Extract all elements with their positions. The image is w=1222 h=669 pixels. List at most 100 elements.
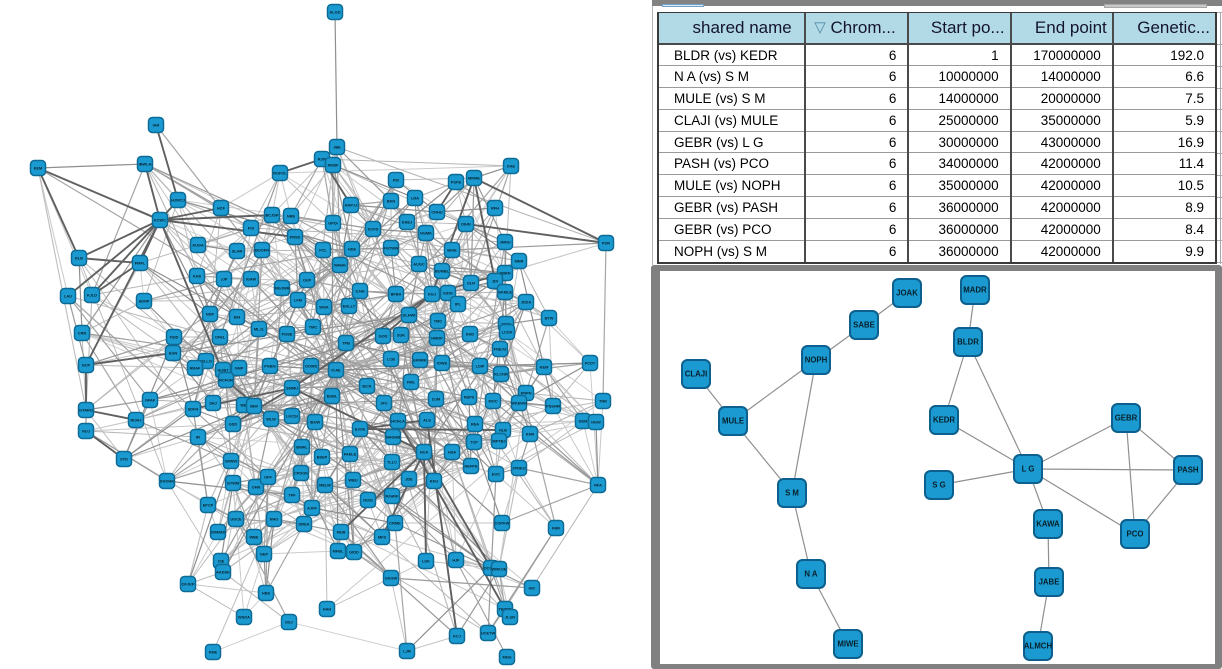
svg-text:WBU: WBU xyxy=(348,478,357,483)
svg-text:PGSE: PGSE xyxy=(282,332,293,337)
svg-text:ADNP: ADNP xyxy=(138,299,149,304)
svg-text:SABE: SABE xyxy=(853,321,875,330)
svg-text:PSSHM: PSSHM xyxy=(546,404,560,409)
svg-text:JPNKO: JPNKO xyxy=(512,466,525,471)
svg-text:MFBL: MFBL xyxy=(333,549,344,554)
svg-text:NOPH: NOPH xyxy=(805,356,828,365)
svg-text:MRME: MRME xyxy=(468,176,480,181)
svg-text:EPCP: EPCP xyxy=(203,503,214,508)
svg-text:RFA: RFA xyxy=(594,483,602,488)
svg-text:MGJWR: MGJWR xyxy=(275,286,290,291)
svg-text:STD: STD xyxy=(120,457,128,462)
svg-text:HCHLA: HCHLA xyxy=(391,419,405,424)
svg-text:LRA: LRA xyxy=(411,196,419,201)
svg-text:MOC: MOC xyxy=(488,399,497,404)
svg-text:OFF: OFF xyxy=(264,475,272,480)
svg-text:ALMCH: ALMCH xyxy=(1024,642,1053,651)
svg-text:JBE: JBE xyxy=(333,145,341,150)
svg-text:BFBA: BFBA xyxy=(391,292,402,297)
svg-text:MULE: MULE xyxy=(722,417,744,426)
svg-text:JDI: JDI xyxy=(492,279,498,284)
svg-text:PNPN: PNPN xyxy=(521,391,532,396)
svg-text:LKCSI: LKCSI xyxy=(286,414,298,419)
svg-text:HSA: HSA xyxy=(448,450,456,455)
svg-text:AUGA: AUGA xyxy=(192,243,204,248)
svg-text:TMC: TMC xyxy=(434,319,443,324)
svg-text:KJLD: KJLD xyxy=(87,293,97,298)
svg-text:DSJ: DSJ xyxy=(285,620,293,625)
svg-text:IEJBT: IEJBT xyxy=(217,368,229,373)
svg-text:GMP: GMP xyxy=(235,366,244,371)
svg-text:FNEJU: FNEJU xyxy=(494,347,507,352)
svg-text:RJHNF: RJHNF xyxy=(386,494,400,499)
svg-text:NSPS: NSPS xyxy=(464,395,475,400)
svg-text:RIJHJ: RIJHJ xyxy=(130,418,141,423)
svg-text:DEM: DEM xyxy=(579,419,588,424)
svg-text:FGTWW: FGTWW xyxy=(383,246,398,251)
svg-text:HGW: HGW xyxy=(591,420,601,425)
svg-text:N A: N A xyxy=(804,570,818,579)
svg-text:JFC: JFC xyxy=(380,401,388,406)
svg-text:ILNH: ILNH xyxy=(355,289,364,294)
svg-text:NEFPE: NEFPE xyxy=(465,464,478,469)
svg-text:BKN: BKN xyxy=(387,199,396,204)
svg-text:LJM: LJM xyxy=(403,649,411,654)
svg-text:BUOFR: BUOFR xyxy=(255,248,269,253)
svg-text:NKBF: NKBF xyxy=(328,163,339,168)
svg-text:NGMK: NGMK xyxy=(420,231,432,236)
svg-text:PMFL: PMFL xyxy=(135,261,146,266)
svg-text:EJOE: EJOE xyxy=(355,427,366,432)
svg-text:JABE: JABE xyxy=(1039,578,1060,587)
svg-text:IAR: IAR xyxy=(153,123,160,128)
svg-text:HDE: HDE xyxy=(348,247,357,252)
svg-text:HJF: HJF xyxy=(452,558,460,563)
svg-text:KCJ: KCJ xyxy=(453,634,461,639)
svg-text:JLUN: JLUN xyxy=(505,615,515,620)
svg-text:AUGC: AUGC xyxy=(413,262,425,267)
svg-text:BCJSP: BCJSP xyxy=(266,213,279,218)
svg-text:DCFD: DCFD xyxy=(368,227,379,232)
svg-text:ALS: ALS xyxy=(423,418,431,423)
svg-text:GIDD: GIDD xyxy=(349,550,359,555)
svg-text:PCDT: PCDT xyxy=(585,361,596,366)
svg-text:WIWW: WIWW xyxy=(225,459,237,464)
svg-text:NUJ: NUJ xyxy=(82,429,90,434)
svg-text:CPDOK: CPDOK xyxy=(294,471,308,476)
svg-text:SDFH: SDFH xyxy=(188,407,199,412)
svg-text:WRKOE: WRKOE xyxy=(492,567,507,572)
svg-text:JDDA: JDDA xyxy=(521,300,532,305)
svg-text:NRE: NRE xyxy=(287,214,296,219)
svg-text:AADSK: AADSK xyxy=(216,570,230,575)
svg-text:GTWM: GTWM xyxy=(227,481,239,486)
svg-text:OOWS: OOWS xyxy=(305,364,318,369)
svg-text:BSEP: BSEP xyxy=(317,455,328,460)
svg-text:CIE: CIE xyxy=(218,559,225,564)
svg-text:WBE: WBE xyxy=(249,535,258,540)
svg-text:IPL: IPL xyxy=(455,302,462,307)
svg-text:LDIP: LDIP xyxy=(476,364,485,369)
svg-text:LCB: LCB xyxy=(387,357,395,362)
svg-text:PGBG: PGBG xyxy=(264,364,275,369)
svg-text:NHGHB: NHGHB xyxy=(386,435,400,440)
svg-text:SHJ: SHJ xyxy=(209,401,217,406)
svg-text:OFJKP: OFJKP xyxy=(182,582,195,587)
svg-text:WLW: WLW xyxy=(266,417,276,422)
svg-text:JMNU: JMNU xyxy=(499,240,510,245)
svg-text:TPB: TPB xyxy=(342,341,350,346)
svg-text:S M: S M xyxy=(785,489,799,498)
svg-text:UGCE: UGCE xyxy=(230,517,242,522)
svg-text:RFH: RFH xyxy=(491,206,499,211)
svg-text:GEP: GEP xyxy=(260,552,269,557)
svg-text:GEBR: GEBR xyxy=(1115,414,1138,423)
svg-text:ISLLO: ISLLO xyxy=(200,359,211,364)
svg-text:HJWCJ: HJWCJ xyxy=(171,198,185,203)
svg-text:EEM: EEM xyxy=(34,166,42,171)
svg-text:RJIN: RJIN xyxy=(318,157,327,162)
svg-text:JOAK: JOAK xyxy=(896,289,918,298)
svg-text:OLR: OLR xyxy=(467,281,475,286)
svg-text:RCFOR: RCFOR xyxy=(219,378,233,383)
svg-text:GPDI: GPDI xyxy=(328,221,338,226)
svg-text:RRAF: RRAF xyxy=(190,366,201,371)
svg-text:DIHN: DIHN xyxy=(461,222,471,227)
svg-text:SGOHK: SGOHK xyxy=(160,479,174,484)
